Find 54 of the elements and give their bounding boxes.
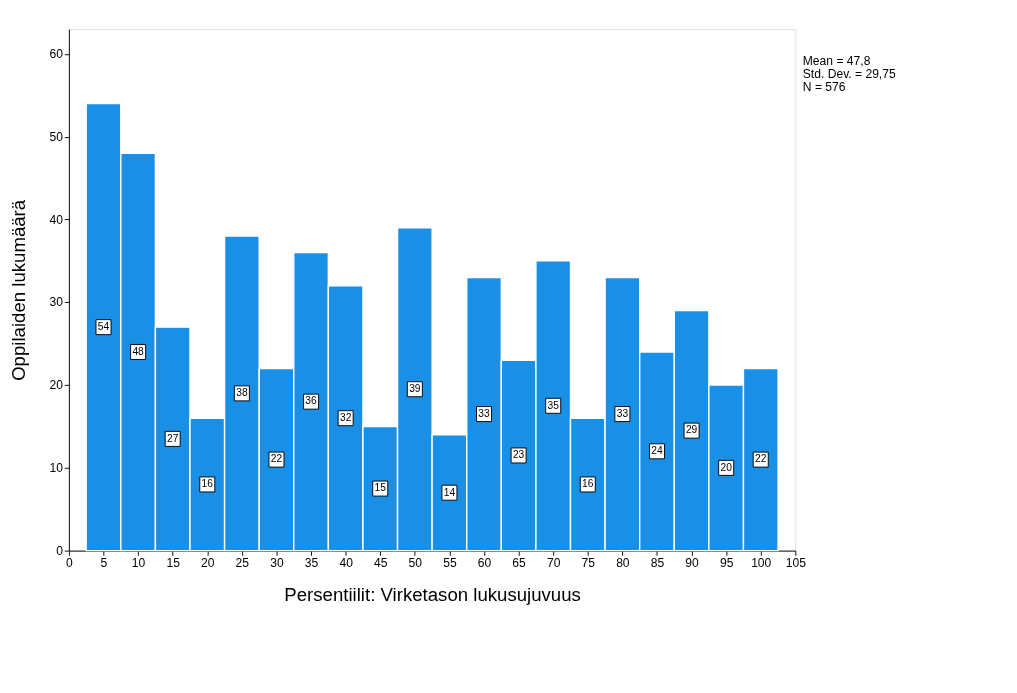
data-label: 22 — [755, 453, 767, 465]
x-tick-label: 90 — [685, 555, 700, 570]
y-tick-label: 60 — [49, 47, 64, 62]
x-tick-label: 45 — [373, 555, 388, 570]
x-tick-label: 80 — [616, 555, 630, 570]
data-label: 48 — [132, 345, 145, 357]
y-tick-label: 40 — [49, 212, 64, 227]
x-axis-title: Persentiilit: Virketason lukusujuvuus — [284, 584, 581, 606]
x-tick-label: 50 — [408, 555, 423, 570]
data-label: 33 — [478, 407, 491, 419]
text: Std. Dev. = 29,75 — [802, 66, 896, 81]
x-tick-label: 105 — [785, 555, 807, 570]
x-tick-label: 0 — [66, 555, 74, 570]
x-tick-label: 5 — [100, 555, 108, 570]
data-label: 20 — [720, 461, 733, 473]
x-tick-label: 55 — [443, 555, 457, 570]
data-label: 29 — [685, 424, 698, 436]
x-tick-label: 60 — [477, 555, 492, 570]
text: Mean = 47,8 — [802, 53, 871, 68]
x-tick-label: 20 — [201, 555, 215, 570]
x-tick-label: 25 — [235, 555, 250, 570]
y-tick-label: 10 — [49, 461, 64, 476]
data-label: 38 — [236, 387, 248, 399]
x-tick-label: 40 — [339, 555, 354, 570]
data-label: 35 — [547, 399, 560, 411]
data-label: 32 — [339, 412, 352, 423]
x-tick-label: 75 — [581, 555, 596, 570]
data-label: 16 — [582, 478, 594, 490]
x-tick-label: 70 — [546, 555, 561, 570]
x-tick-label: 15 — [166, 555, 181, 570]
y-tick-label: 20 — [49, 378, 64, 393]
x-tick-label: 85 — [650, 555, 665, 570]
x-tick-label: 10 — [131, 555, 146, 570]
x-tick-label: 100 — [751, 555, 772, 570]
data-label: 36 — [305, 395, 318, 407]
y-tick-label: 30 — [49, 295, 64, 310]
data-label: 33 — [616, 407, 629, 419]
data-label: 14 — [443, 486, 456, 498]
data-label: 16 — [201, 478, 214, 490]
data-label: 15 — [374, 482, 387, 494]
y-tick-label: 0 — [56, 543, 64, 558]
x-tick-label: 30 — [270, 555, 284, 570]
x-tick-label: 35 — [304, 555, 319, 570]
data-label: 39 — [409, 383, 421, 395]
y-axis-title: Oppilaiden lukumäärä — [8, 199, 30, 381]
x-tick-label: 65 — [512, 555, 527, 570]
data-label: 24 — [651, 445, 663, 457]
data-label: 23 — [512, 449, 525, 461]
data-label: 54 — [97, 320, 110, 332]
x-tick-label: 95 — [719, 555, 734, 570]
text: N = 576 — [802, 79, 846, 94]
data-label: 27 — [167, 432, 179, 444]
data-label: 22 — [270, 453, 283, 465]
y-tick-label: 50 — [49, 129, 64, 144]
